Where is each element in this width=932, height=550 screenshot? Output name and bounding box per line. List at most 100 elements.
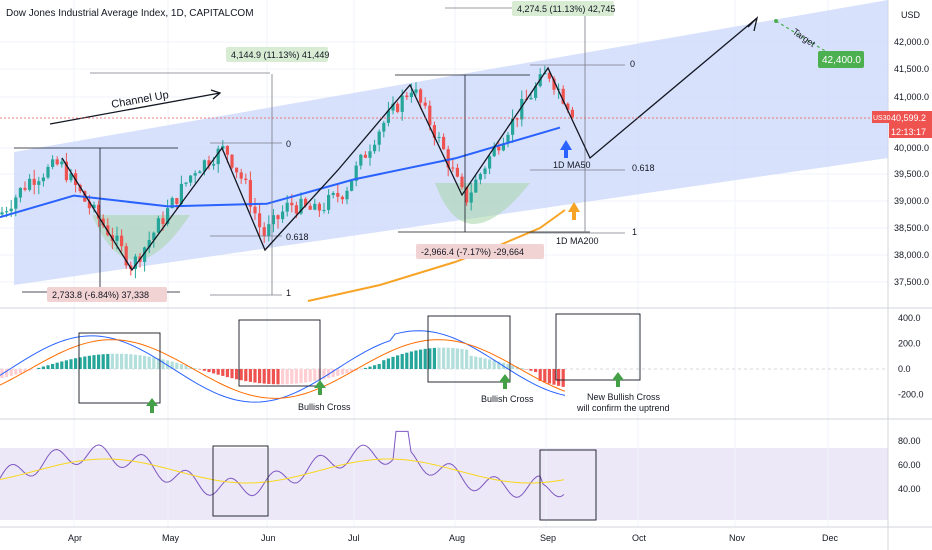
candle-body [175,198,179,204]
candle-body [400,95,404,112]
candle-body [46,166,50,178]
candle-body [37,181,41,185]
price-tick: 38,500.0 [894,223,929,233]
price-tick: 38,000.0 [894,250,929,260]
candle-body [368,151,372,158]
chart-title: Dow Jones Industrial Average Index, 1D, … [6,8,254,19]
bullish-arrow [499,374,511,389]
candle-body [244,178,248,181]
macd-bar [248,369,252,382]
currency-label: USD [901,10,921,20]
macd-bar [78,357,82,369]
fib-label: 0.618 [632,163,655,173]
candle-body [166,208,170,224]
macd-bar [235,369,239,380]
macd-bar [147,356,151,369]
macd-bar [478,357,482,369]
macd-bar [41,366,45,369]
macd-bar [101,354,105,369]
macd-bar [92,355,96,369]
macd-bar [253,369,257,383]
candle-body [570,109,574,118]
candle-body [520,98,524,120]
measure-label: 2,733.8 (-6.84%) 37,338 [52,290,149,300]
candle-body [32,178,36,185]
candle-body [262,227,266,237]
target-dot [774,19,778,23]
bullish-cross-label: Bullish Cross [481,394,534,404]
macd-bar [465,349,469,369]
ma50-line [0,126,561,219]
candle-body [239,172,243,179]
target-price-label: 42,400.0 [822,55,861,66]
candle-body [446,149,450,168]
candle-body [547,72,551,79]
macd-bar [419,349,423,369]
candle-body [432,125,436,138]
macd-box [238,319,321,387]
macd-bar [115,353,119,369]
macd-histogram [0,347,565,387]
macd-bar [538,369,542,382]
candle-body [55,159,59,165]
rsi-box [212,445,269,517]
macd-bar [276,369,280,385]
macd-bar [345,369,349,374]
macd-bar [239,369,243,381]
macd-bar [166,360,170,369]
fib-label: 0 [630,59,635,69]
macd-bar [106,353,110,369]
macd-bar [529,369,533,371]
macd-bar [377,363,381,369]
zigzag-path [61,17,758,272]
macd-bar [396,355,400,369]
macd-bar [152,357,156,369]
candle-body [488,156,492,169]
macd-bar [492,360,496,369]
candle-body [465,187,469,203]
macd-box [555,313,641,381]
candle-body [340,196,344,200]
macd-bar [460,348,464,369]
candle-body [455,167,459,177]
candle-body [64,161,68,181]
candle-body [0,212,4,215]
candle-body [428,105,432,126]
rsi-line [0,430,565,498]
candle-body [405,95,409,98]
price-tick: 41,500.0 [894,64,929,74]
channel-up [14,0,888,285]
macd-bar [225,369,229,378]
signal-line [0,339,566,399]
macd-tick: -200.0 [898,390,924,400]
macd-bar [216,369,220,375]
macd-tick: 400.0 [898,313,921,323]
macd-bar [423,348,427,369]
macd-bar [133,354,137,369]
macd-bar [221,369,225,376]
macd-bar [400,353,404,369]
candle-body [230,154,234,168]
fib-label: 1 [286,288,291,298]
candle-body [308,205,312,210]
macd-bar [455,348,459,369]
macd-bar [561,369,565,387]
time-tick: Oct [632,533,647,543]
price-tick: 39,000.0 [894,196,929,206]
price-tick: 41,000.0 [894,92,929,102]
measure-label-box [226,47,328,62]
macd-bar [143,355,147,369]
macd-bar [552,369,556,385]
candle-body [469,192,473,203]
target-price-box [818,51,864,68]
macd-bar [428,348,432,369]
macd-bar [336,369,340,376]
candle-body [92,204,96,209]
candle-body [120,235,124,247]
macd-bar [290,369,294,384]
candle-body [497,146,501,151]
macd-bar [9,369,13,376]
macd-bar [46,365,50,369]
macd-bar [175,362,179,369]
candle-body [133,256,137,269]
